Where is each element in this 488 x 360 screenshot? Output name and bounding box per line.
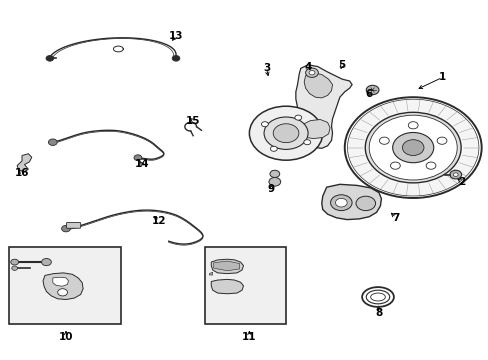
Text: 10: 10 [59, 332, 73, 342]
Polygon shape [209, 272, 212, 275]
Circle shape [449, 170, 461, 179]
Polygon shape [211, 279, 243, 294]
Circle shape [335, 198, 346, 207]
Circle shape [134, 155, 142, 161]
Circle shape [407, 122, 417, 129]
Text: 16: 16 [15, 168, 29, 178]
Text: 7: 7 [391, 213, 399, 223]
Circle shape [61, 225, 70, 232]
Text: 13: 13 [168, 31, 183, 41]
Circle shape [249, 106, 322, 160]
Polygon shape [53, 277, 68, 286]
Polygon shape [43, 273, 83, 300]
Polygon shape [300, 120, 329, 139]
Text: 1: 1 [438, 72, 445, 82]
Circle shape [273, 124, 298, 143]
Text: 6: 6 [365, 89, 372, 99]
Circle shape [58, 289, 67, 296]
Text: 8: 8 [375, 308, 382, 318]
Circle shape [355, 196, 375, 211]
Circle shape [303, 140, 310, 145]
Text: 2: 2 [458, 177, 465, 187]
Text: 5: 5 [338, 60, 345, 70]
Polygon shape [213, 261, 239, 271]
Circle shape [368, 115, 456, 180]
FancyBboxPatch shape [66, 222, 81, 228]
Polygon shape [304, 73, 332, 98]
Circle shape [261, 122, 268, 127]
Bar [205, 247, 285, 324]
Text: 15: 15 [185, 116, 200, 126]
Circle shape [436, 137, 446, 144]
Circle shape [390, 162, 400, 169]
Circle shape [452, 173, 457, 176]
Circle shape [305, 68, 318, 77]
Circle shape [330, 195, 351, 211]
Circle shape [41, 258, 51, 266]
Circle shape [308, 71, 314, 75]
Circle shape [344, 97, 481, 198]
Circle shape [425, 162, 435, 169]
Circle shape [11, 259, 19, 265]
Circle shape [347, 99, 478, 196]
Circle shape [48, 139, 57, 145]
Circle shape [269, 170, 279, 177]
Bar [9, 247, 121, 324]
Circle shape [392, 132, 433, 163]
Polygon shape [211, 259, 243, 274]
Circle shape [270, 146, 277, 151]
Polygon shape [295, 65, 351, 148]
Circle shape [264, 117, 307, 149]
Text: 14: 14 [134, 159, 149, 169]
Text: 3: 3 [263, 63, 269, 73]
Text: 11: 11 [242, 332, 256, 342]
Circle shape [379, 137, 388, 144]
Text: 4: 4 [304, 62, 311, 72]
Circle shape [268, 177, 280, 186]
Circle shape [366, 85, 378, 95]
Text: 9: 9 [267, 184, 274, 194]
Circle shape [365, 112, 460, 183]
Text: 12: 12 [151, 216, 166, 226]
Circle shape [172, 55, 180, 61]
Polygon shape [17, 154, 32, 172]
Circle shape [402, 140, 423, 156]
Circle shape [294, 115, 301, 120]
Polygon shape [321, 184, 381, 220]
Circle shape [46, 55, 54, 61]
Circle shape [12, 266, 18, 270]
